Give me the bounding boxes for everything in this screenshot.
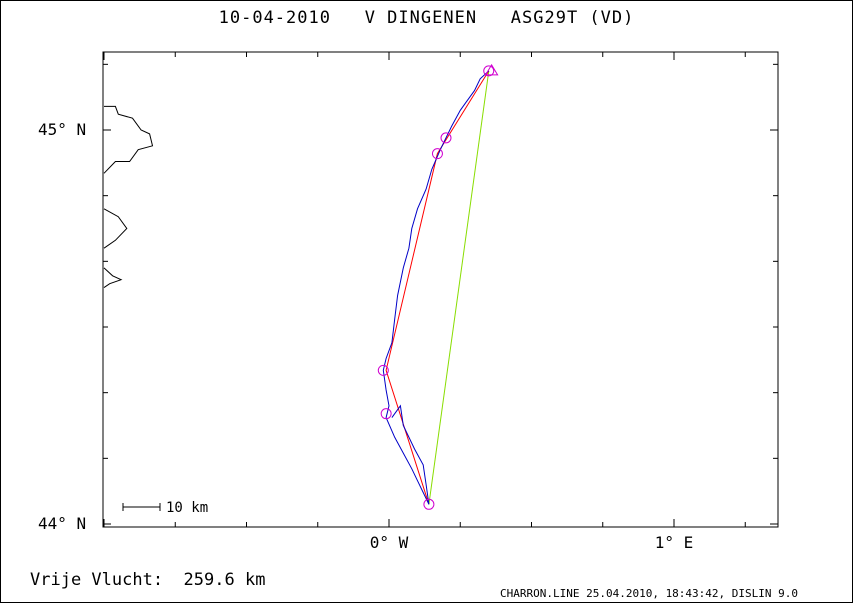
y-tick-label: 44° N [38, 514, 87, 533]
task-line [385, 70, 490, 505]
distance-value: 259.6 km [183, 570, 266, 590]
flight-track-path [382, 70, 490, 505]
software-info: CHARRON.LINE 25.04.2010, 18:43:42, DISLI… [500, 587, 799, 600]
coastline [103, 105, 154, 289]
free-flight-distance: Vrije Vlucht: 259.6 km [30, 570, 265, 590]
turnpoint-marker [431, 148, 443, 160]
turnpoint-marker [483, 65, 495, 77]
task-line-path [385, 70, 490, 505]
coastline-segment [103, 267, 123, 289]
y-tick-label: 45° N [38, 120, 87, 139]
plot-area-frame [102, 51, 779, 528]
flight-date: 10-04-2010 [218, 8, 331, 28]
x-tick-label: 1° E [654, 533, 694, 552]
axis-ticks [103, 52, 778, 527]
scale-bar [122, 503, 161, 511]
glider-type: ASG29T (VD) [510, 8, 635, 28]
closing-leg [428, 70, 490, 505]
turnpoint-marker [440, 132, 452, 144]
closing-leg-line [428, 70, 490, 505]
turnpoint-marker [377, 364, 389, 376]
x-tick-label: 0° W [369, 533, 409, 552]
finish-marker [484, 63, 499, 76]
chart-title: 10-04-2010 V DINGENEN ASG29T (VD) [0, 8, 853, 28]
distance-label: Vrije Vlucht: [30, 570, 164, 590]
flight-track [382, 70, 490, 505]
coastline-segment [103, 105, 154, 174]
coastline-segment [103, 208, 128, 249]
turnpoint-marker [380, 408, 392, 420]
turnpoint-marker [423, 498, 435, 510]
turnpoints [377, 63, 499, 510]
pilot-name: V DINGENEN [364, 8, 478, 28]
scale-bar-label: 10 km [166, 500, 209, 516]
